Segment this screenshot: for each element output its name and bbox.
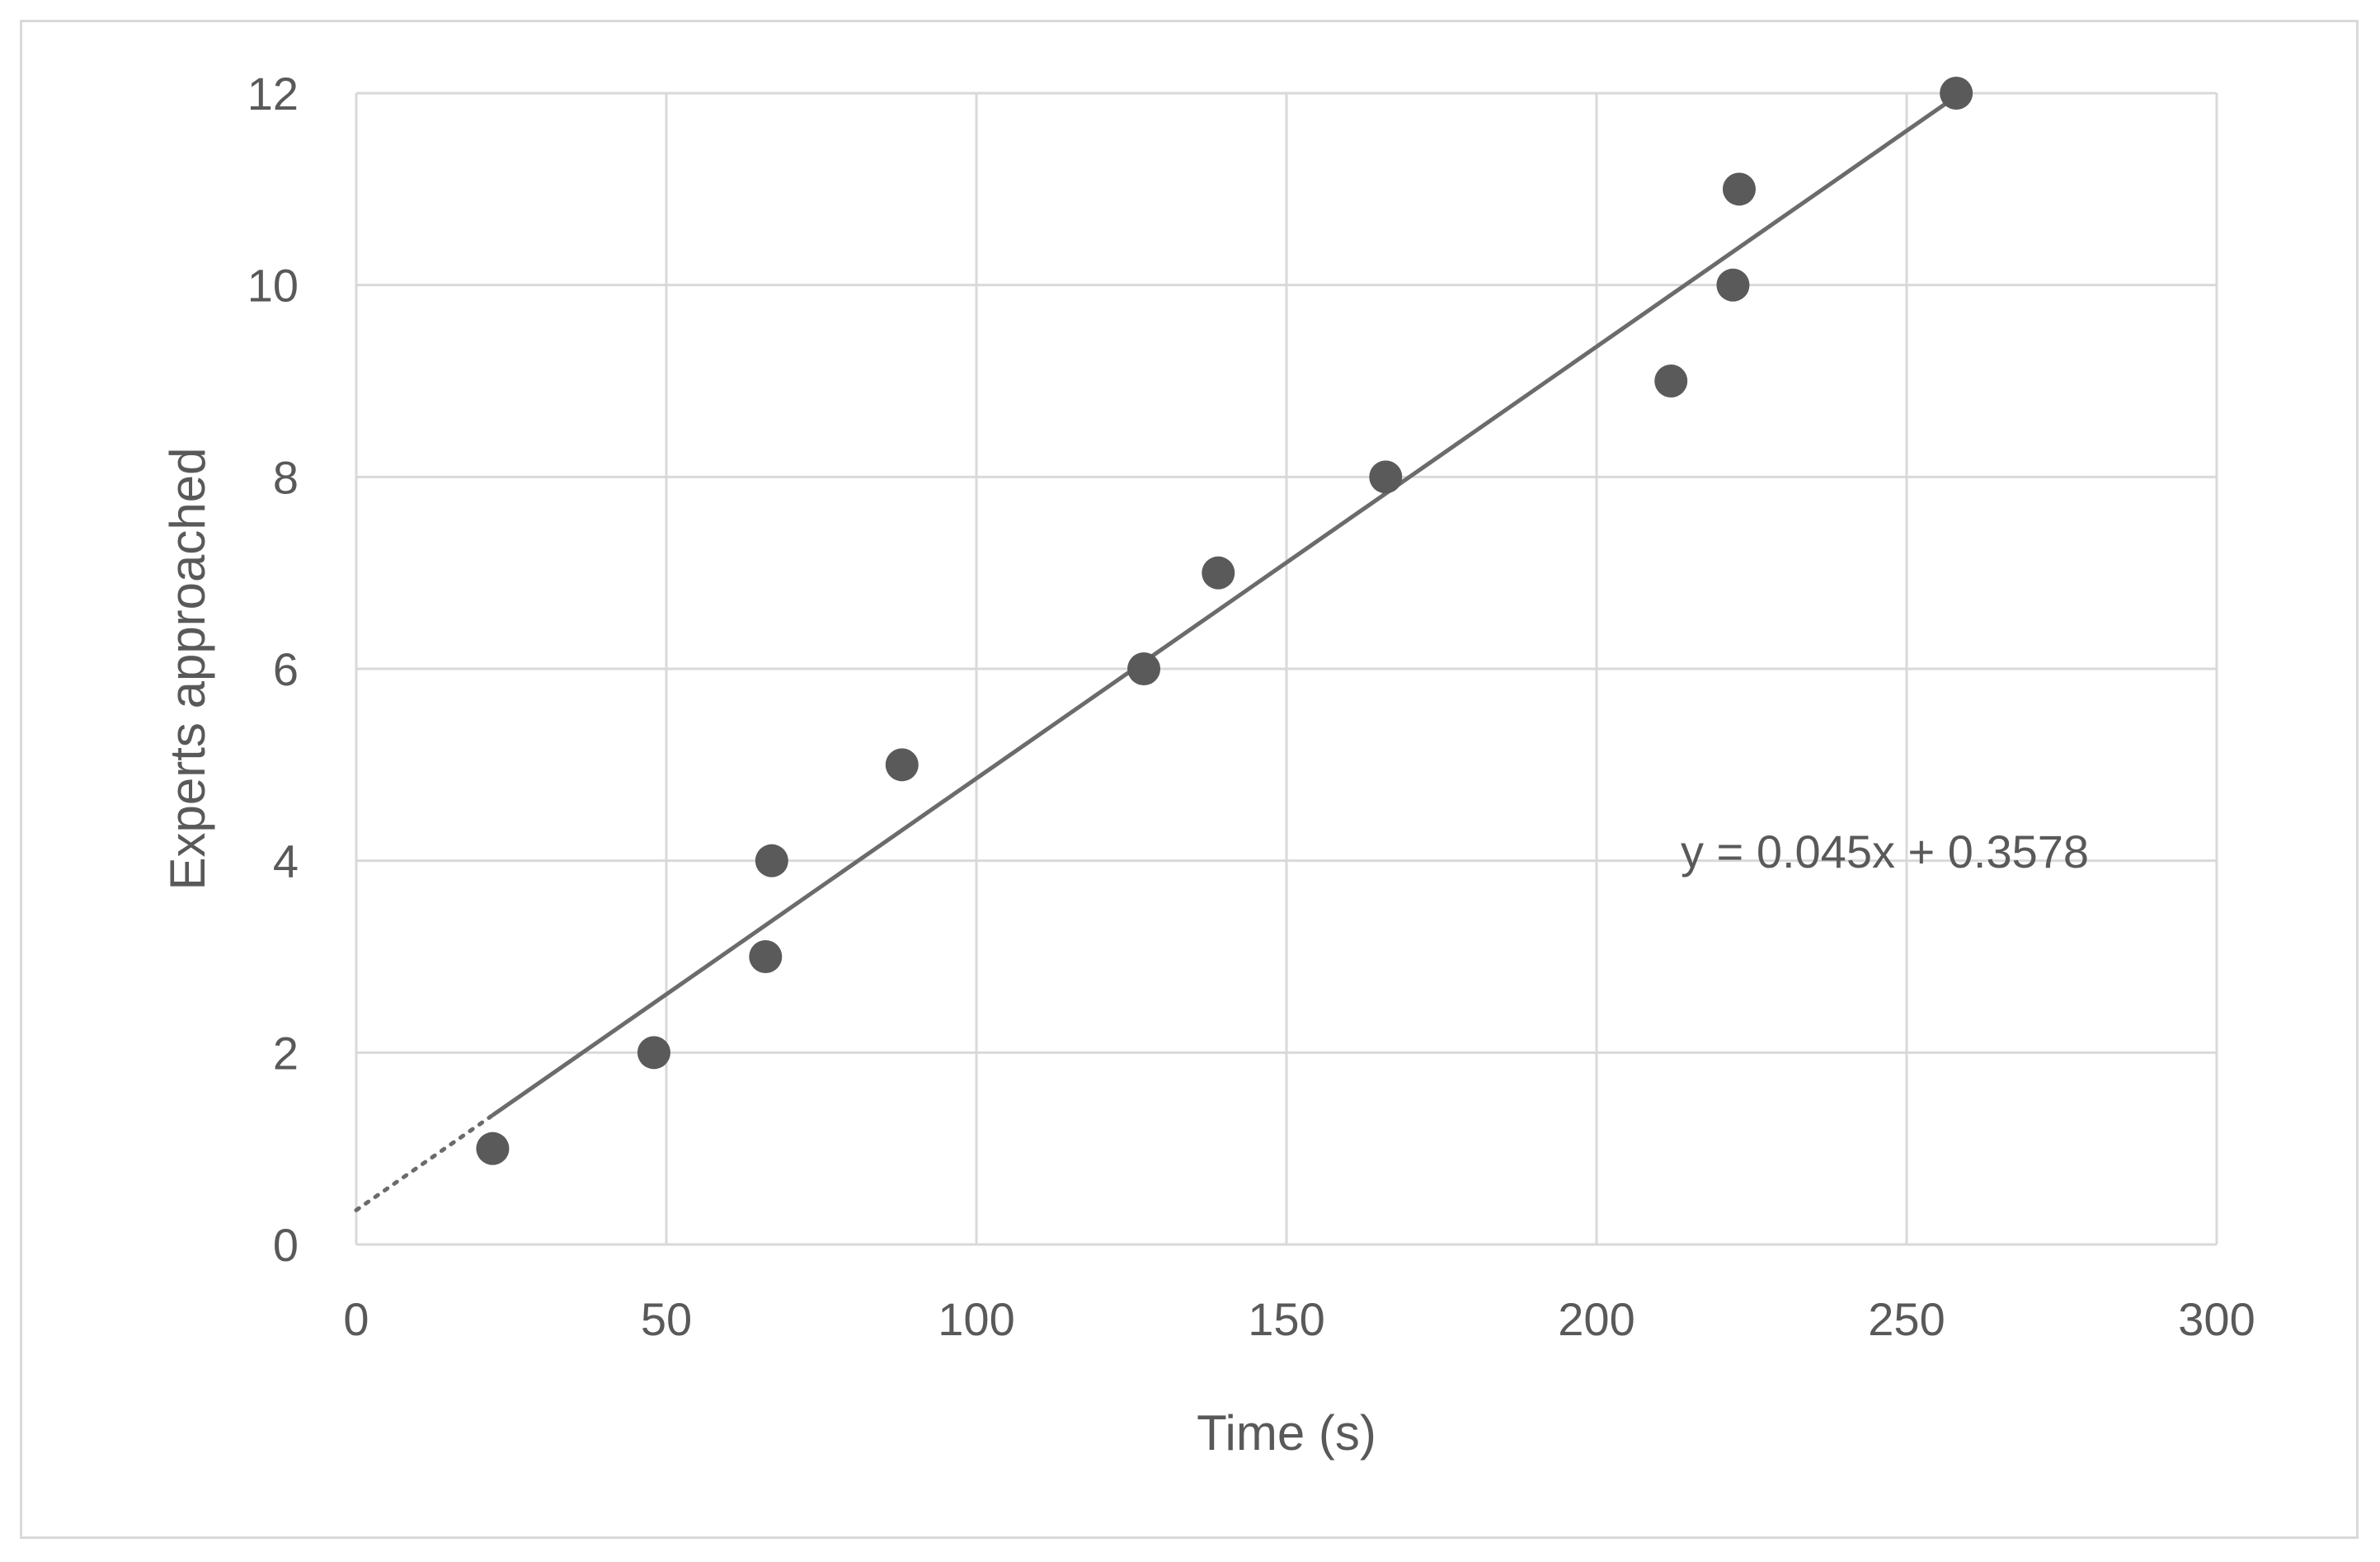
y-tick-label: 4 bbox=[273, 835, 299, 887]
y-tick-label: 10 bbox=[247, 260, 299, 312]
trendline-segment bbox=[492, 94, 1958, 1117]
y-tick-label: 2 bbox=[273, 1027, 299, 1079]
data-point bbox=[1127, 652, 1161, 685]
x-tick-label: 200 bbox=[1558, 1293, 1634, 1345]
y-tick-label: 8 bbox=[273, 451, 299, 503]
x-axis-title: Time (s) bbox=[1197, 1405, 1376, 1461]
data-point bbox=[755, 844, 788, 877]
data-point bbox=[1654, 365, 1688, 398]
data-points bbox=[476, 77, 1973, 1165]
data-point bbox=[1202, 556, 1235, 590]
x-tick-label: 150 bbox=[1248, 1293, 1324, 1345]
y-tick-label: 12 bbox=[247, 68, 299, 120]
data-point bbox=[1940, 77, 1973, 110]
x-tick-label: 0 bbox=[343, 1293, 369, 1345]
y-tick-label: 6 bbox=[273, 643, 299, 695]
x-tick-label: 50 bbox=[641, 1293, 692, 1345]
trendline-equation: y = 0.045x + 0.3578 bbox=[1681, 826, 2089, 877]
trendline bbox=[354, 94, 1958, 1212]
y-tick-label: 0 bbox=[273, 1219, 299, 1271]
x-tick-label: 250 bbox=[1868, 1293, 1945, 1345]
x-tick-label: 300 bbox=[2178, 1293, 2255, 1345]
data-point bbox=[476, 1132, 510, 1165]
data-point bbox=[885, 748, 919, 782]
data-point bbox=[1722, 172, 1756, 206]
data-point bbox=[1716, 268, 1750, 302]
data-point bbox=[1369, 460, 1403, 494]
y-axis-title: Experts approached bbox=[160, 447, 215, 890]
tick-labels: 0 2 4 6 8 10 12 0 50 100 150 200 250 300 bbox=[247, 68, 2255, 1345]
x-tick-label: 100 bbox=[938, 1293, 1014, 1345]
data-point bbox=[637, 1036, 670, 1070]
chart-frame bbox=[20, 20, 2359, 1539]
data-point bbox=[749, 940, 783, 973]
gridlines bbox=[355, 92, 2218, 1246]
trendline-extension bbox=[354, 1113, 495, 1212]
